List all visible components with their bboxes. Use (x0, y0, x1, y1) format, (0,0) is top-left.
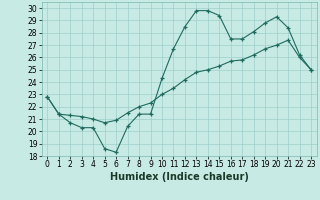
X-axis label: Humidex (Indice chaleur): Humidex (Indice chaleur) (110, 172, 249, 182)
